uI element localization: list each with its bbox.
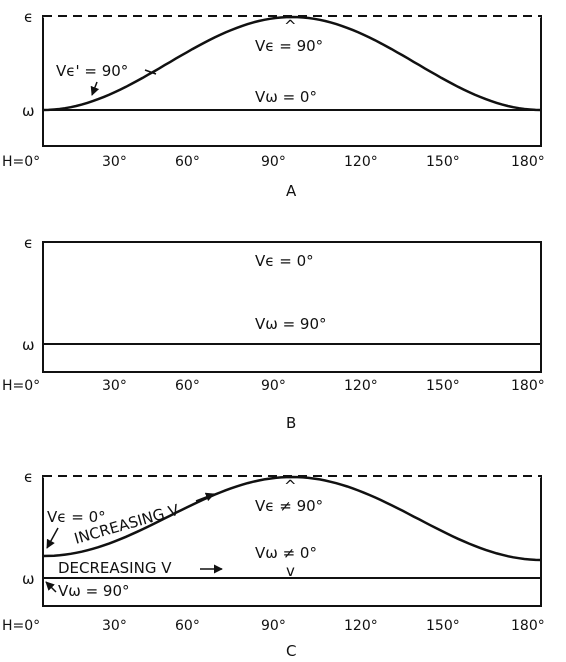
- tick-label-6: 180°: [511, 154, 545, 170]
- panel-c-epsilon-label: ϵ: [24, 468, 33, 486]
- panel-c-decreasing-label: DECREASING V: [58, 559, 172, 577]
- panel-a-omega-label: ω: [22, 102, 35, 120]
- tick-label-3: 90°: [261, 618, 286, 634]
- tick-label-6: 180°: [511, 378, 545, 394]
- panel-c-curve: [42, 475, 542, 562]
- tick-label-4: 120°: [344, 618, 378, 634]
- panel-c-increasing-arrow: [195, 492, 215, 502]
- tick-label-2: 60°: [175, 154, 200, 170]
- tick-label-0: H=0°: [2, 154, 40, 170]
- panel-a-v-eps-prime-pointer-2: [90, 81, 100, 96]
- tick-label-3: 90°: [261, 378, 286, 394]
- panel-b-x-ticks: H=0° 30° 60° 90° 120° 150° 180°: [2, 378, 545, 394]
- tick-label-1: 30°: [102, 154, 127, 170]
- panel-c-v-omega-left-label: Vω = 90°: [58, 582, 130, 600]
- panel-b-v-eps-label: Vϵ = 0°: [255, 252, 314, 270]
- panel-b: ϵ ω Vϵ = 0° Vω = 90° H=0° 30° 60° 90° 120° 15…: [2, 234, 545, 432]
- panel-a-v-eps-prime-pointer: [144, 69, 157, 75]
- panel-a: ϵ ω ^ Vϵ = 90° Vϵ' = 90° Vω = 0° H=0° 30°…: [2, 8, 545, 200]
- panel-b-letter: B: [286, 414, 296, 432]
- tick-label-1: 30°: [102, 378, 127, 394]
- panel-c-letter: C: [286, 642, 296, 660]
- tick-label-4: 120°: [344, 154, 378, 170]
- panel-a-peak-marker: ^: [284, 17, 297, 35]
- tick-label-4: 120°: [344, 378, 378, 394]
- panel-c-peak-marker: ^: [284, 477, 297, 495]
- panel-b-omega-label: ω: [22, 336, 35, 354]
- panel-c-v-omega-left-pointer: [45, 581, 57, 593]
- panel-c-omega-label: ω: [22, 570, 35, 588]
- tick-label-2: 60°: [175, 618, 200, 634]
- panel-a-v-eps-label: Vϵ = 90°: [255, 37, 323, 55]
- panel-a-frame: [42, 15, 542, 147]
- panel-b-v-omega-label: Vω = 90°: [255, 315, 327, 333]
- panel-c-omega-marker: v: [286, 562, 295, 580]
- panel-b-epsilon-label: ϵ: [24, 234, 33, 252]
- panel-a-v-omega-label: Vω = 0°: [255, 88, 317, 106]
- panel-a-letter: A: [286, 182, 297, 200]
- panel-c-v-eps-left-label: Vϵ = 0°: [47, 508, 106, 526]
- panel-a-epsilon-label: ϵ: [24, 8, 33, 26]
- panel-c-v-eps-label: Vϵ ≠ 90°: [255, 497, 323, 515]
- tick-label-5: 150°: [426, 154, 460, 170]
- tick-label-1: 30°: [102, 618, 127, 634]
- tick-label-2: 60°: [175, 378, 200, 394]
- tick-label-3: 90°: [261, 154, 286, 170]
- tick-label-5: 150°: [426, 618, 460, 634]
- panel-c-v-omega-label: Vω ≠ 0°: [255, 544, 317, 562]
- panel-c-v-eps-left-pointer: [46, 527, 59, 549]
- tick-label-5: 150°: [426, 378, 460, 394]
- panel-a-curve: [42, 15, 542, 112]
- panel-b-frame: [42, 241, 542, 373]
- tick-label-6: 180°: [511, 618, 545, 634]
- panel-c: ϵ ω ^ Vϵ ≠ 90° Vϵ = 0° INCREASING V Vω ≠…: [2, 468, 545, 660]
- panel-a-v-eps-prime-label: Vϵ' = 90°: [56, 62, 128, 80]
- tick-label-0: H=0°: [2, 618, 40, 634]
- tick-label-0: H=0°: [2, 378, 40, 394]
- panel-c-x-ticks: H=0° 30° 60° 90° 120° 150° 180°: [2, 618, 545, 634]
- panel-a-x-ticks: H=0° 30° 60° 90° 120° 150° 180°: [2, 154, 545, 170]
